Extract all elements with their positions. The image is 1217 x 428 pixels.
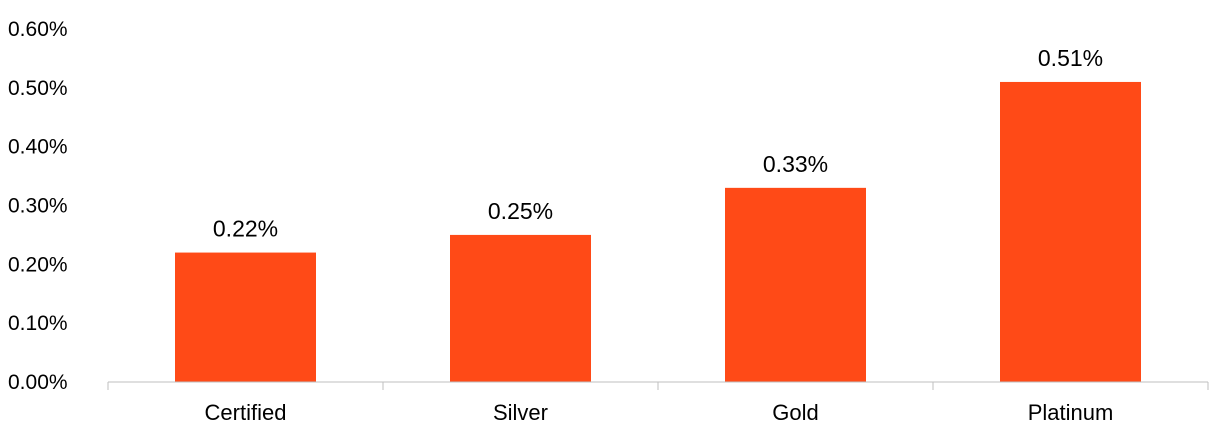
bar-series <box>175 81 1141 382</box>
data-labels: 0.22% 0.25% 0.33% 0.51% <box>213 45 1103 242</box>
y-tick-label: 0.00% <box>8 371 68 394</box>
bar-platinum <box>1000 81 1141 382</box>
y-tick-label: 0.40% <box>8 136 68 159</box>
data-label-platinum: 0.51% <box>1038 45 1103 71</box>
bar-certified <box>175 252 316 382</box>
data-label-silver: 0.25% <box>488 198 553 224</box>
y-tick-label: 0.50% <box>8 77 68 100</box>
data-label-gold: 0.33% <box>763 151 828 177</box>
y-tick-label: 0.30% <box>8 195 68 218</box>
bar-gold <box>725 187 866 382</box>
y-axis-tick-labels: 0.00% 0.10% 0.20% 0.30% 0.40% 0.50% 0.60% <box>8 18 68 394</box>
data-label-certified: 0.22% <box>213 216 278 242</box>
x-category-label: Platinum <box>1028 400 1114 425</box>
y-tick-label: 0.60% <box>8 18 68 41</box>
x-category-label: Certified <box>205 400 287 425</box>
x-axis <box>107 381 1209 390</box>
x-axis-category-labels: Certified Silver Gold Platinum <box>205 400 1114 425</box>
y-tick-label: 0.10% <box>8 312 68 335</box>
y-tick-label: 0.20% <box>8 253 68 276</box>
bar-silver <box>450 234 591 382</box>
x-category-label: Gold <box>772 400 818 425</box>
x-category-label: Silver <box>493 400 548 425</box>
